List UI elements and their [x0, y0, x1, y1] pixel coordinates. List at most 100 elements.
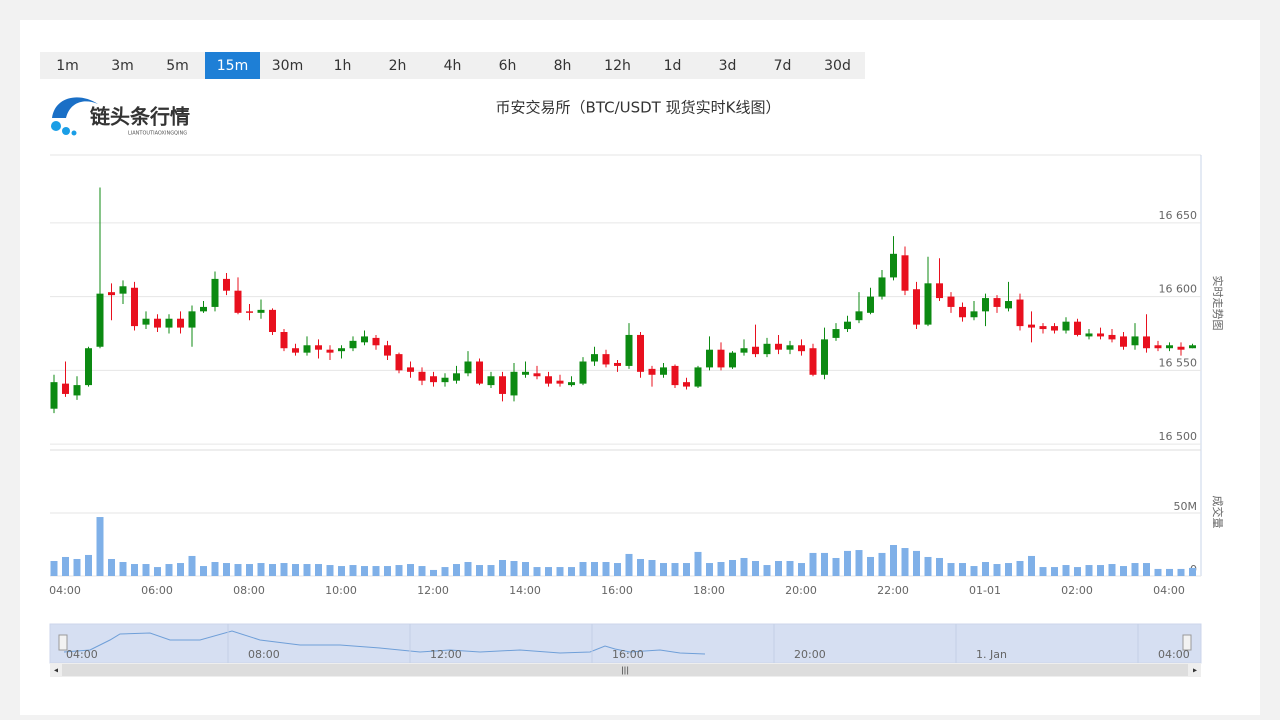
candle-body — [740, 348, 748, 353]
volume-bar — [637, 558, 644, 576]
interval-button[interactable]: 5m — [166, 58, 189, 74]
interval-button[interactable]: 3m — [111, 58, 134, 74]
volume-bar — [832, 557, 840, 576]
x-tick-label: 06:00 — [141, 584, 173, 597]
volume-bar — [142, 564, 150, 576]
x-tick-label: 08:00 — [233, 584, 265, 597]
x-tick-label: 18:00 — [693, 584, 725, 597]
volume-bar — [1051, 567, 1058, 576]
interval-button[interactable]: 7d — [774, 58, 792, 74]
candle-body — [1039, 326, 1047, 330]
x-tick-label: 12:00 — [417, 584, 449, 597]
interval-button[interactable]: 8h — [554, 58, 572, 74]
interval-button[interactable]: 30d — [824, 58, 851, 74]
volume-bar — [878, 552, 886, 576]
volume-bar — [1177, 568, 1185, 576]
x-tick-label: 16:00 — [601, 584, 633, 597]
interval-button[interactable]: 1h — [334, 58, 352, 74]
volume-bar — [1085, 565, 1093, 576]
candle-body — [625, 334, 633, 366]
volume-bar — [223, 563, 230, 576]
candle-body — [591, 354, 598, 362]
volume-bar — [326, 565, 334, 576]
interval-button[interactable]: 12h — [604, 58, 631, 74]
candle-body — [476, 361, 483, 384]
scrollbar-thumb[interactable] — [62, 664, 1188, 676]
candle-body — [1143, 336, 1150, 349]
logo-swoosh — [52, 97, 98, 118]
navigator-label: 20:00 — [794, 648, 826, 661]
interval-button[interactable]: 15m — [217, 58, 248, 74]
candle-body — [821, 339, 828, 375]
x-tick-label: 10:00 — [325, 584, 357, 597]
interval-button-active[interactable] — [205, 52, 260, 79]
candle-body — [303, 345, 311, 353]
volume-bar — [188, 555, 196, 576]
candle-body — [50, 382, 58, 409]
scroll-left[interactable]: ◂ — [54, 666, 58, 675]
candle-body — [522, 371, 529, 375]
candle-body — [280, 332, 288, 349]
x-tick-label: 20:00 — [785, 584, 817, 597]
candle-body — [188, 311, 196, 328]
navigator-label: 04:00 — [66, 648, 98, 661]
candle-body — [464, 361, 472, 374]
logo-dot — [71, 130, 77, 136]
volume-bar — [62, 556, 69, 576]
volume-bar — [1039, 567, 1047, 576]
candle-body — [1074, 321, 1081, 335]
interval-button[interactable]: 1d — [664, 58, 682, 74]
volume-bar — [591, 562, 598, 576]
interval-button[interactable]: 3d — [719, 58, 737, 74]
volume-bar — [499, 559, 506, 576]
candle-body — [1028, 324, 1035, 328]
navigator-label: 08:00 — [248, 648, 280, 661]
volume-bar — [924, 556, 932, 576]
candle-body — [901, 255, 909, 291]
interval-button[interactable]: 30m — [272, 58, 303, 74]
volume-bar — [901, 548, 909, 576]
candle-body — [108, 292, 115, 296]
interval-button[interactable]: 6h — [499, 58, 517, 74]
interval-button[interactable]: 1m — [56, 58, 79, 74]
candle-body — [602, 354, 610, 365]
volume-bar — [798, 563, 805, 576]
interval-bar — [40, 52, 865, 79]
volume-bar — [913, 550, 920, 576]
interval-button[interactable]: 4h — [444, 58, 462, 74]
candle-body — [510, 371, 518, 396]
scroll-right[interactable]: ▸ — [1193, 666, 1197, 675]
x-tick-label: 04:00 — [49, 584, 81, 597]
volume-bar — [993, 564, 1001, 576]
candle-body — [579, 361, 587, 384]
navigator-label: 04:00 — [1158, 648, 1190, 661]
candle-body — [119, 286, 127, 294]
volume-bar — [602, 562, 610, 576]
volume-bar — [384, 566, 391, 576]
navigator-handle[interactable] — [58, 634, 68, 651]
candle-body — [257, 309, 265, 313]
candle-body — [890, 253, 897, 278]
candle-body — [844, 321, 851, 330]
navigator-handle[interactable] — [1182, 634, 1192, 651]
candle-body — [131, 287, 138, 327]
candle-body — [384, 345, 391, 356]
volume-bar — [85, 554, 92, 576]
volume-bar — [545, 567, 552, 576]
y-tick-label: 16 650 — [1159, 209, 1198, 222]
volume-bar — [844, 550, 851, 576]
interval-button[interactable]: 2h — [389, 58, 407, 74]
candle-body — [832, 329, 840, 338]
volume-bar — [73, 558, 81, 576]
x-tick-label: 22:00 — [877, 584, 909, 597]
volume-bar — [1120, 566, 1127, 576]
volume-bar — [315, 564, 322, 576]
candle-body — [326, 349, 334, 353]
candle-body — [165, 318, 173, 328]
volume-bar — [1143, 563, 1150, 576]
candle-body — [648, 368, 656, 375]
candle-body — [407, 367, 414, 372]
logo-dot — [51, 121, 61, 131]
volume-bar — [740, 557, 748, 576]
candle-body — [798, 345, 805, 352]
